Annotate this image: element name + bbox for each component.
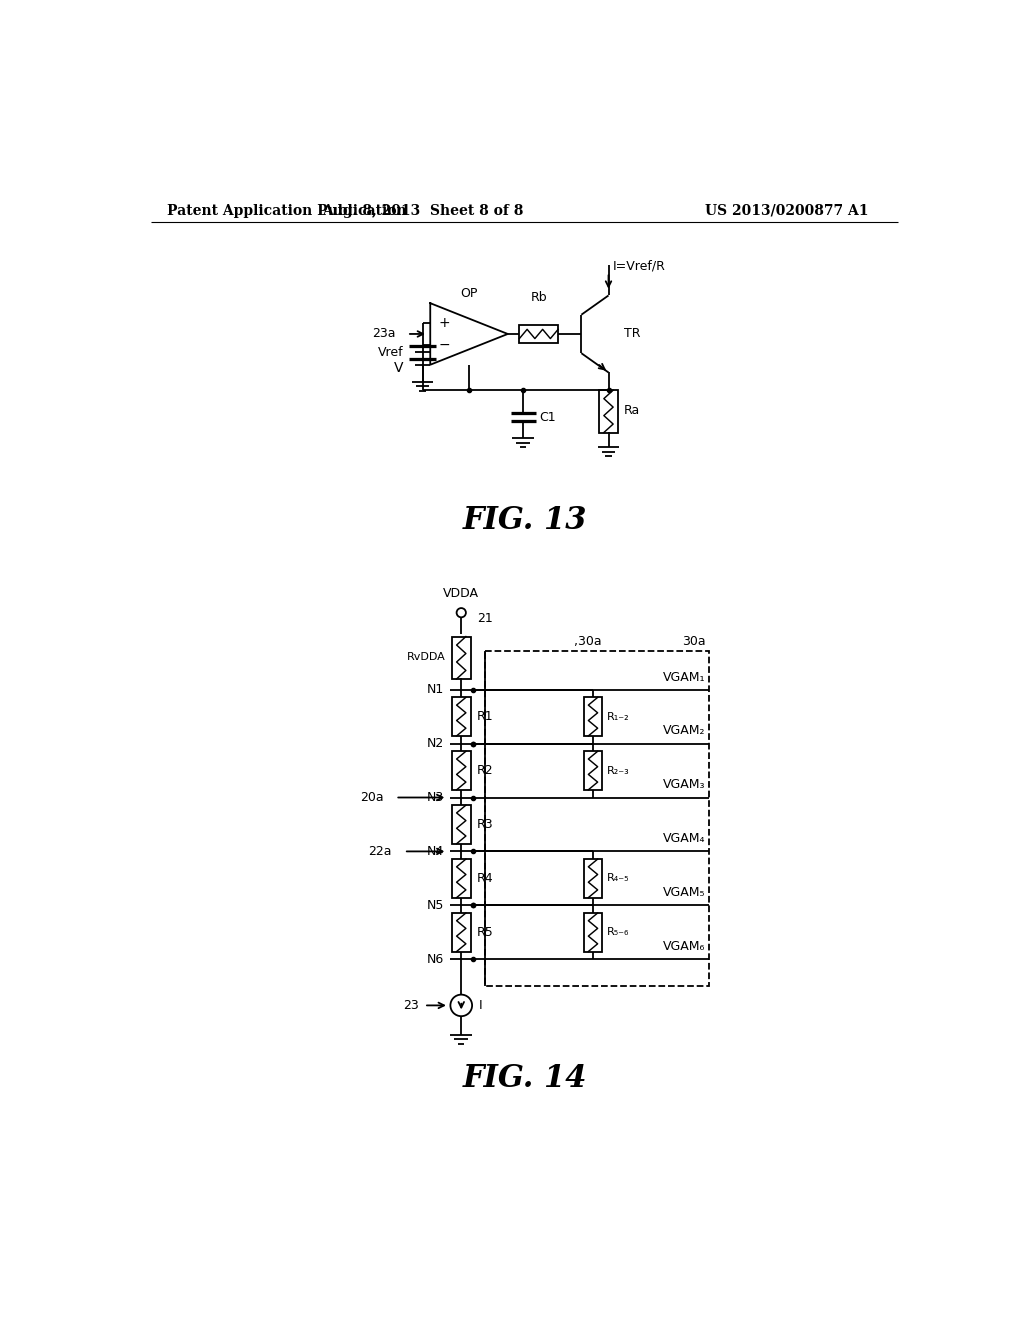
Text: FIG. 13: FIG. 13 — [463, 504, 587, 536]
Text: N4: N4 — [427, 845, 444, 858]
Text: TR: TR — [624, 327, 640, 341]
Text: 30a: 30a — [682, 635, 706, 648]
Text: VGAM₃: VGAM₃ — [663, 779, 706, 792]
Bar — [599, 391, 617, 433]
Text: 20a: 20a — [360, 791, 384, 804]
Text: R₂₋₃: R₂₋₃ — [607, 766, 630, 776]
Bar — [452, 805, 471, 843]
Bar — [452, 751, 471, 789]
Text: VDDA: VDDA — [443, 587, 479, 601]
Text: V: V — [393, 360, 403, 375]
Text: R₅₋₆: R₅₋₆ — [607, 927, 630, 937]
Bar — [452, 859, 471, 898]
Text: Ra: Ra — [624, 404, 640, 417]
Text: C1: C1 — [539, 411, 555, 424]
Bar — [452, 913, 471, 952]
Text: R1: R1 — [477, 710, 494, 723]
Text: R3: R3 — [477, 818, 494, 832]
Text: N3: N3 — [427, 791, 444, 804]
Bar — [584, 751, 602, 789]
Text: VGAM₆: VGAM₆ — [663, 940, 706, 953]
Text: R₄₋₅: R₄₋₅ — [607, 874, 630, 883]
Text: −: − — [438, 338, 450, 351]
Bar — [584, 913, 602, 952]
Text: VGAM₅: VGAM₅ — [663, 886, 706, 899]
Text: Patent Application Publication: Patent Application Publication — [167, 203, 407, 218]
Bar — [452, 697, 471, 737]
Bar — [584, 697, 602, 737]
Text: Rb: Rb — [530, 290, 547, 304]
Text: I=Vref/R: I=Vref/R — [612, 260, 666, 273]
Bar — [584, 859, 602, 898]
Text: R2: R2 — [477, 764, 494, 777]
Text: OP: OP — [461, 288, 477, 301]
Text: VGAM₁: VGAM₁ — [663, 671, 706, 684]
Text: I: I — [478, 999, 482, 1012]
Text: N1: N1 — [427, 684, 444, 696]
Text: ,30a: ,30a — [574, 635, 602, 648]
Text: Vref: Vref — [378, 346, 403, 359]
Text: +: + — [438, 317, 450, 330]
Text: R5: R5 — [477, 925, 494, 939]
Bar — [484, 651, 710, 986]
Text: R₁₋₂: R₁₋₂ — [607, 711, 630, 722]
Text: VGAM₄: VGAM₄ — [663, 832, 706, 845]
Text: R4: R4 — [477, 871, 494, 884]
Text: N6: N6 — [427, 953, 444, 966]
Text: 22a: 22a — [368, 845, 391, 858]
Text: N5: N5 — [427, 899, 444, 912]
Text: N2: N2 — [427, 737, 444, 750]
Text: US 2013/0200877 A1: US 2013/0200877 A1 — [705, 203, 868, 218]
Text: 21: 21 — [477, 612, 493, 626]
Text: 23: 23 — [402, 999, 419, 1012]
Text: FIG. 14: FIG. 14 — [463, 1063, 587, 1094]
Bar — [452, 636, 471, 678]
Text: VGAM₂: VGAM₂ — [663, 725, 706, 738]
Bar — [519, 325, 558, 343]
Text: Aug. 8, 2013  Sheet 8 of 8: Aug. 8, 2013 Sheet 8 of 8 — [322, 203, 523, 218]
Text: 23a: 23a — [372, 327, 395, 341]
Text: RᴠDDA: RᴠDDA — [407, 652, 445, 663]
